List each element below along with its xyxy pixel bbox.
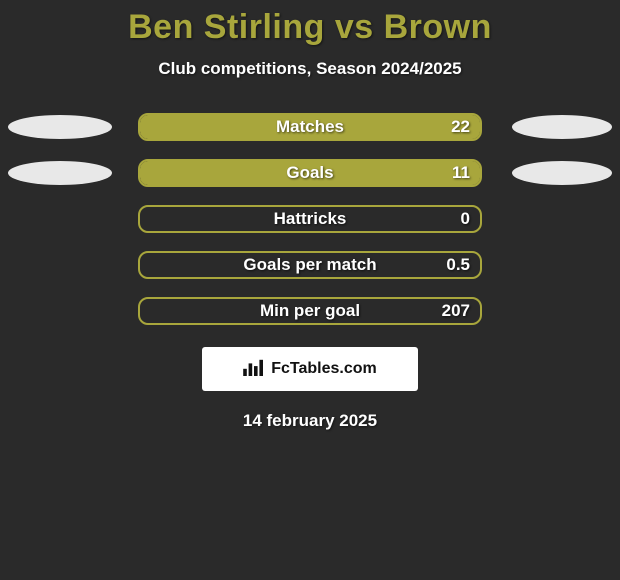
stat-value: 22 (451, 117, 470, 137)
stat-value: 0.5 (446, 255, 470, 275)
bar-chart-icon (243, 358, 265, 381)
stat-label: Goals per match (243, 255, 376, 275)
attribution-badge[interactable]: FcTables.com (202, 347, 418, 391)
stat-value: 11 (452, 163, 470, 183)
attribution-text: FcTables.com (271, 360, 377, 378)
stat-bar: Min per goal 207 (138, 297, 482, 325)
stat-row: Hattricks 0 (0, 205, 620, 233)
stat-label: Goals (286, 163, 333, 183)
comparison-card: Ben Stirling vs Brown Club competitions,… (0, 0, 620, 431)
player-oval-left (8, 115, 112, 139)
stat-row: Matches 22 (0, 113, 620, 141)
stat-bar: Goals per match 0.5 (138, 251, 482, 279)
stat-row: Goals per match 0.5 (0, 251, 620, 279)
stat-bar: Matches 22 (138, 113, 482, 141)
date-label: 14 february 2025 (0, 411, 620, 431)
stat-label: Matches (276, 117, 344, 137)
stat-bar: Goals 11 (138, 159, 482, 187)
stat-label: Min per goal (260, 301, 360, 321)
stat-bar: Hattricks 0 (138, 205, 482, 233)
stats-block: Matches 22 Goals 11 Hattricks 0 Goals per matc… (0, 113, 620, 325)
player-oval-right (512, 115, 612, 139)
stat-value: 207 (442, 301, 470, 321)
player-oval-left (8, 161, 112, 185)
stat-row: Min per goal 207 (0, 297, 620, 325)
page-title: Ben Stirling vs Brown (0, 8, 620, 47)
page-subtitle: Club competitions, Season 2024/2025 (0, 59, 620, 79)
stat-label: Hattricks (274, 209, 347, 229)
stat-row: Goals 11 (0, 159, 620, 187)
stat-value: 0 (461, 209, 470, 229)
player-oval-right (512, 161, 612, 185)
